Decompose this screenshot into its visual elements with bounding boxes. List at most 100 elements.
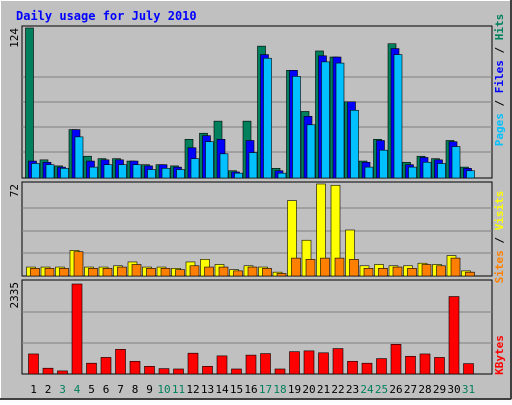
bar-sites-day-30 [450,257,461,277]
legend-visits-sites-part-2: / [493,230,506,250]
legend-hits-files-pages-part-4: / [493,40,506,60]
bar-kbytes-day-16 [245,354,257,375]
bar-kbytes-day-18 [274,368,286,375]
x-tick-label-day-28: 28 [418,383,431,396]
bar-sites-day-19 [291,257,301,277]
bar-sites-day-9 [146,268,156,277]
x-tick-label-day-18: 18 [273,383,286,396]
bar-sites-day-23 [349,259,359,277]
bar-kbytes-day-19 [289,351,300,375]
bar-kbytes-day-1 [28,353,39,375]
bar-sites-day-28 [421,264,432,277]
bar-pages-day-7 [118,164,127,179]
legend-visits-sites: Sites / Visits [493,191,506,284]
bar-sites-day-1 [30,268,40,277]
bar-sites-day-16 [247,266,258,277]
x-tick-label-day-25: 25 [375,383,388,396]
bar-kbytes-day-3 [57,370,68,375]
bar-sites-day-3 [59,268,69,277]
bar-kbytes-day-21 [318,352,329,375]
x-tick-label-day-31: 31 [462,383,475,396]
bar-kbytes-day-31 [463,363,474,375]
bar-pages-day-22 [335,62,345,179]
x-tick-label-day-19: 19 [288,383,301,396]
legend-visits-sites-part-1: Sites [493,250,506,283]
x-tick-label-day-5: 5 [88,383,95,396]
bar-sites-day-15 [233,270,243,277]
bar-pages-day-27 [408,166,417,179]
x-tick-label-day-11: 11 [172,383,185,396]
bar-pages-day-8 [132,164,142,179]
x-tick-label-day-16: 16 [244,383,257,396]
bar-sites-day-29 [436,265,446,277]
bar-pages-day-31 [466,170,475,179]
bar-kbytes-day-6 [100,357,112,375]
bar-sites-day-31 [465,271,475,277]
bar-kbytes-day-29 [434,357,445,375]
bar-kbytes-day-4 [71,283,83,375]
bar-sites-day-20 [305,259,316,277]
bar-sites-day-13 [204,266,214,277]
bar-sites-day-12 [189,265,200,277]
x-tick-label-day-24: 24 [360,383,374,396]
x-tick-label-day-10: 10 [157,383,170,396]
legend-hits-files-pages-part-1: Pages [493,113,506,146]
bar-pages-day-9 [147,169,156,179]
bar-sites-day-8 [131,264,142,277]
legend-hits-files-pages: Pages / Files / Hits [493,14,506,147]
bar-kbytes-day-30 [448,296,460,375]
bar-sites-day-25 [378,268,388,277]
bar-pages-day-11 [176,169,185,179]
bar-pages-day-19 [292,76,301,179]
bar-sites-day-24 [363,268,374,277]
panel-frame-2 [21,181,493,277]
bar-sites-day-27 [407,268,417,277]
chart-title: Daily usage for July 2010 [16,9,197,23]
bar-kbytes-day-11 [173,368,184,375]
x-tick-label-day-21: 21 [317,383,330,396]
x-tick-label-day-13: 13 [201,383,214,396]
bar-pages-day-18 [277,172,287,179]
legend-visits-sites-part-3: Visits [493,191,506,231]
bar-pages-day-15 [234,172,243,179]
bar-sites-day-4 [73,251,84,277]
y-max-label-visits: 72 [8,184,21,197]
bar-pages-day-1 [31,163,40,179]
bar-kbytes-day-23 [347,360,358,375]
x-tick-label-day-30: 30 [447,383,460,396]
legend-kbytes-part-1: KBytes [493,335,506,375]
bar-sites-day-6 [102,268,113,277]
bar-sites-day-7 [117,266,127,277]
bar-kbytes-day-15 [231,368,242,375]
bar-kbytes-day-27 [405,355,416,375]
bar-pages-day-25 [379,149,388,179]
legend-kbytes: KBytes [493,335,506,375]
bar-sites-day-17 [262,268,272,277]
bar-pages-day-29 [437,163,446,179]
bar-kbytes-day-22 [332,348,344,375]
bar-sites-day-21 [320,257,330,277]
bar-pages-day-16 [248,152,258,179]
bar-kbytes-day-25 [376,358,387,375]
legend-hits-files-pages-part-3: Files [493,60,506,93]
bar-kbytes-day-28 [419,353,431,375]
bar-kbytes-day-10 [158,368,170,375]
bar-sites-day-10 [160,268,171,277]
legend-hits-files-pages-part-2: / [493,93,506,113]
bar-sites-day-11 [175,269,185,277]
bar-pages-day-28 [422,161,432,179]
x-tick-label-day-23: 23 [346,383,359,396]
bar-pages-day-5 [89,166,98,179]
bar-pages-day-13 [205,141,214,179]
bar-kbytes-day-17 [260,353,271,375]
x-tick-label-day-14: 14 [215,383,229,396]
bar-hits-day-1 [25,27,34,179]
bar-kbytes-day-12 [187,352,199,375]
y-max-label-hits: 124 [8,28,21,48]
bar-kbytes-day-13 [202,365,213,375]
bar-kbytes-day-5 [86,362,97,375]
bar-kbytes-day-24 [361,362,373,375]
x-tick-label-day-1: 1 [30,383,37,396]
x-tick-label-day-9: 9 [146,383,153,396]
